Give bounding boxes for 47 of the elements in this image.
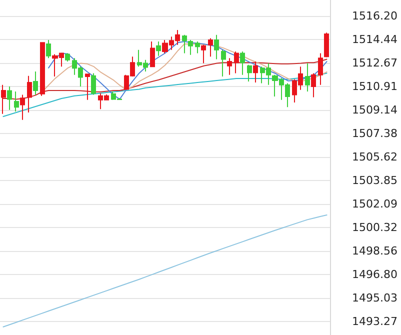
y-tick-label: 1493.27 xyxy=(352,314,398,328)
candlestick xyxy=(156,41,161,56)
line-series xyxy=(2,72,328,118)
y-tick-label: 1514.44 xyxy=(352,32,398,46)
candlestick xyxy=(324,32,329,58)
line-series xyxy=(2,214,328,328)
y-tick-label: 1510.91 xyxy=(352,80,398,93)
candlestick xyxy=(240,51,245,76)
candlestick xyxy=(27,75,32,114)
candlestick xyxy=(253,61,258,84)
y-tick-label: 1500.32 xyxy=(352,220,398,234)
candlestick xyxy=(201,44,206,64)
candlestick xyxy=(188,39,193,56)
candlestick xyxy=(247,64,252,82)
candlestick xyxy=(318,52,323,86)
candlestick xyxy=(46,39,51,59)
candlestick xyxy=(208,38,213,58)
y-tick-label: 1502.09 xyxy=(352,197,398,210)
candlestick xyxy=(1,84,6,114)
candlestick xyxy=(85,74,90,100)
candlestick xyxy=(214,34,219,60)
y-tick-label: 1498.56 xyxy=(352,244,398,258)
candlestick xyxy=(182,34,187,54)
candlestick xyxy=(150,41,155,68)
candlestick xyxy=(305,62,310,92)
candlestick xyxy=(91,72,96,96)
y-tick-label: 1516.20 xyxy=(352,9,398,22)
y-tick-label: 1507.38 xyxy=(352,126,398,140)
candlestick xyxy=(14,90,19,112)
y-tick-label: 1512.67 xyxy=(352,56,398,70)
candlestick xyxy=(311,72,316,98)
candlestick xyxy=(227,58,232,76)
candlestick xyxy=(65,52,70,62)
y-tick-label: 1509.14 xyxy=(352,103,398,116)
y-tick-label: 1496.80 xyxy=(352,268,398,281)
candlestick xyxy=(40,42,45,96)
candlestick xyxy=(195,41,200,54)
line-series xyxy=(48,41,328,100)
candlestick xyxy=(7,86,12,110)
candlestick xyxy=(221,49,226,78)
candlestick xyxy=(20,94,25,120)
candlestick xyxy=(234,51,239,74)
y-tick-label: 1505.62 xyxy=(352,150,398,164)
y-tick-label: 1495.03 xyxy=(352,291,398,304)
line-series xyxy=(2,58,328,100)
y-tick-label: 1503.85 xyxy=(352,174,398,187)
candlestick xyxy=(33,71,38,96)
